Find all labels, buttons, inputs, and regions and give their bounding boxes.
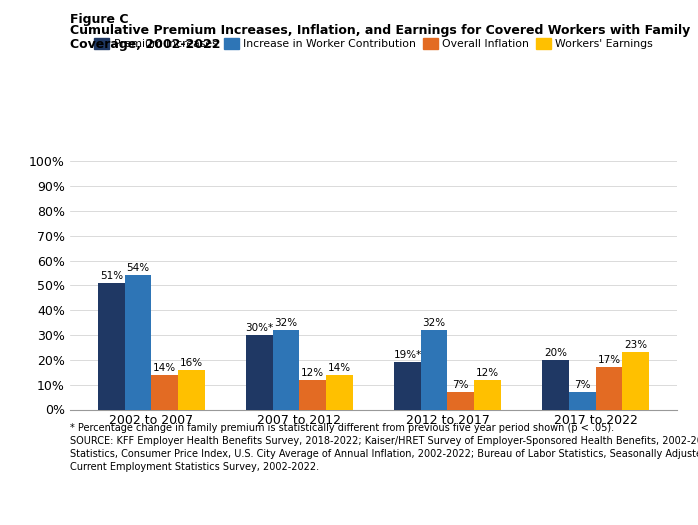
Text: * Percentage change in family premium is statistically different from previous f: * Percentage change in family premium is…	[70, 423, 614, 433]
Bar	[98, 283, 125, 410]
Bar	[151, 375, 178, 410]
Bar	[542, 360, 569, 410]
Text: 51%: 51%	[100, 271, 123, 281]
Text: Figure C: Figure C	[70, 13, 128, 26]
Text: 7%: 7%	[574, 380, 591, 390]
Bar	[326, 375, 352, 410]
Bar	[447, 392, 474, 410]
Text: Coverage, 2002-2022: Coverage, 2002-2022	[70, 38, 221, 51]
Bar	[273, 330, 299, 410]
Text: 12%: 12%	[476, 368, 499, 377]
Text: Statistics, Consumer Price Index, U.S. City Average of Annual Inflation, 2002-20: Statistics, Consumer Price Index, U.S. C…	[70, 449, 698, 459]
Text: Current Employment Statistics Survey, 2002-2022.: Current Employment Statistics Survey, 20…	[70, 462, 319, 472]
Bar	[394, 362, 421, 410]
Text: 14%: 14%	[328, 363, 351, 373]
Text: 20%: 20%	[544, 348, 567, 358]
Bar	[595, 368, 622, 410]
Bar	[569, 392, 595, 410]
Text: Cumulative Premium Increases, Inflation, and Earnings for Covered Workers with F: Cumulative Premium Increases, Inflation,…	[70, 24, 690, 37]
Text: 19%*: 19%*	[394, 350, 422, 360]
Bar	[421, 330, 447, 410]
Text: 16%: 16%	[179, 358, 203, 368]
Text: 7%: 7%	[452, 380, 469, 390]
Bar	[246, 335, 273, 410]
Text: 30%*: 30%*	[245, 323, 274, 333]
Bar	[125, 276, 151, 410]
Bar	[178, 370, 205, 410]
Legend: Premium Increases, Increase in Worker Contribution, Overall Inflation, Workers' : Premium Increases, Increase in Worker Co…	[94, 38, 653, 49]
Text: 32%: 32%	[274, 318, 297, 328]
Text: 32%: 32%	[422, 318, 446, 328]
Text: 54%: 54%	[126, 264, 149, 274]
Text: 23%: 23%	[624, 340, 647, 350]
Text: 14%: 14%	[153, 363, 176, 373]
Text: 12%: 12%	[301, 368, 325, 377]
Bar	[299, 380, 326, 410]
Bar	[622, 352, 649, 410]
Bar	[474, 380, 500, 410]
Text: 17%: 17%	[597, 355, 621, 365]
Text: SOURCE: KFF Employer Health Benefits Survey, 2018-2022; Kaiser/HRET Survey of Em: SOURCE: KFF Employer Health Benefits Sur…	[70, 436, 698, 446]
